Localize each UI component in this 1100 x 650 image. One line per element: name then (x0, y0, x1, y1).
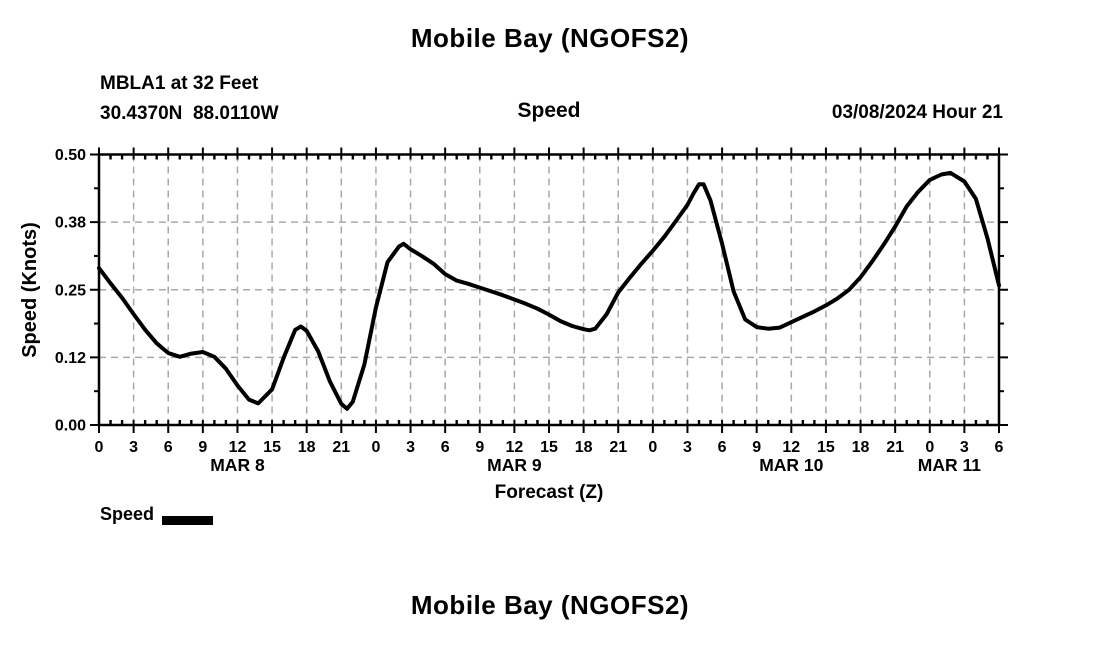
next-chart-title: Mobile Bay (NGOFS2) (410, 590, 690, 620)
x-tick-label: 18 (298, 439, 316, 456)
x-tick-label: 12 (229, 439, 247, 456)
speed-curve (97, 170, 1001, 411)
x-tick-label: 15 (817, 439, 835, 456)
x-day-label: MAR 10 (759, 455, 823, 475)
x-tick-label: 6 (441, 439, 450, 456)
x-tick-label: 6 (995, 439, 1004, 456)
y-tick-label: 0.38 (55, 215, 86, 232)
x-tick-label: 21 (332, 439, 350, 456)
x-tick-label: 0 (648, 439, 657, 456)
y-tick-label: 0.50 (55, 147, 86, 164)
legend-label: Speed (100, 504, 155, 524)
x-tick-label: 21 (609, 439, 627, 456)
chart-title: Mobile Bay (NGOFS2) (410, 23, 690, 53)
x-tick-label: 9 (475, 439, 484, 456)
x-tick-label: 15 (263, 439, 281, 456)
x-tick-label: 18 (575, 439, 593, 456)
panel-variable-label: Speed (517, 99, 581, 122)
x-tick-label: 0 (925, 439, 934, 456)
y-tick-label: 0.25 (55, 282, 86, 299)
x-tick-label: 9 (198, 439, 207, 456)
x-tick-label: 9 (752, 439, 761, 456)
x-axis-title: Forecast (Z) (494, 482, 604, 503)
x-tick-label: 12 (505, 439, 523, 456)
x-tick-label: 0 (95, 439, 104, 456)
x-tick-label: 3 (406, 439, 415, 456)
plot-frame (97, 153, 1001, 427)
x-tick-label: 21 (886, 439, 904, 456)
x-tick-label: 15 (540, 439, 558, 456)
y-tick-label: 0.12 (55, 350, 86, 367)
station-name-label: MBLA1 at 32 Feet (100, 73, 259, 94)
y-axis-title: Speed (Knots) (19, 222, 41, 358)
x-tick-label: 18 (852, 439, 870, 456)
x-tick-label: 3 (683, 439, 692, 456)
x-tick-label: 3 (129, 439, 138, 456)
station-coordinates-label: 30.4370N 88.0110W (100, 103, 279, 124)
model-run-datetime-label: 03/08/2024 Hour 21 (831, 102, 1003, 123)
y-tick-label: 0.00 (55, 418, 86, 435)
legend-line-swatch (162, 516, 213, 525)
x-tick-label: 3 (960, 439, 969, 456)
x-day-label: MAR 8 (210, 455, 265, 475)
x-day-label: MAR 11 (918, 455, 981, 475)
x-tick-label: 0 (371, 439, 380, 456)
x-tick-label: 6 (164, 439, 173, 456)
x-tick-label: 12 (782, 439, 800, 456)
x-tick-label: 6 (718, 439, 727, 456)
x-day-label: MAR 9 (487, 455, 542, 475)
